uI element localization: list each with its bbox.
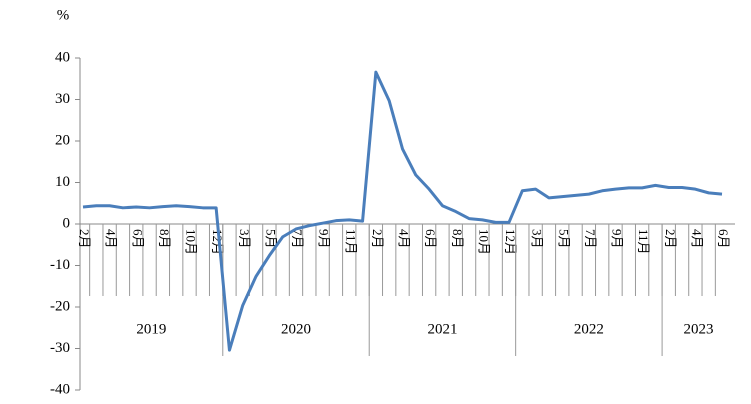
y-tick-label: 20 — [55, 132, 70, 148]
y-tick-label: 30 — [55, 91, 70, 107]
x-tick-label: 12月 — [503, 229, 518, 255]
group-label: 2023 — [684, 321, 714, 337]
y-tick-label: 10 — [55, 174, 70, 190]
x-tick-label: 8月 — [157, 229, 172, 249]
x-tick-label: 7月 — [290, 229, 305, 249]
x-tick-label: 6月 — [716, 229, 731, 249]
y-axis-label: % — [57, 7, 70, 23]
x-tick-label: 9月 — [317, 229, 332, 249]
x-tick-label: 8月 — [450, 229, 465, 249]
x-tick-label: 5月 — [556, 229, 571, 249]
group-label: 2019 — [136, 321, 166, 337]
x-tick-label: 3月 — [530, 229, 545, 249]
x-tick-label: 9月 — [610, 229, 625, 249]
x-tick-label: 7月 — [583, 229, 598, 249]
y-tick-label: 40 — [55, 49, 70, 65]
x-tick-label: 2月 — [370, 229, 385, 249]
x-tick-label: 6月 — [423, 229, 438, 249]
x-tick-label: 3月 — [237, 229, 252, 249]
y-tick-label: -10 — [50, 257, 70, 273]
line — [82, 70, 723, 352]
x-tick-label: 11月 — [636, 229, 651, 255]
y-tick-label: 0 — [63, 215, 71, 231]
x-tick-label: 2月 — [663, 229, 678, 249]
group-label: 2021 — [427, 321, 457, 337]
group-label: 2022 — [574, 321, 604, 337]
x-tick-label: 10月 — [476, 229, 491, 255]
x-tick-label: 4月 — [397, 229, 412, 249]
group-label: 2020 — [281, 321, 311, 337]
x-tick-label: 4月 — [689, 229, 704, 249]
y-tick-label: -20 — [50, 298, 70, 314]
x-tick-label: 5月 — [263, 229, 278, 249]
x-tick-label: 10月 — [184, 229, 199, 255]
x-tick-label: 4月 — [104, 229, 119, 249]
x-tick-label: 11月 — [343, 229, 358, 255]
x-tick-label: 2月 — [77, 229, 92, 249]
y-tick-label: -40 — [50, 381, 70, 397]
y-tick-label: -30 — [50, 340, 70, 356]
x-tick-label: 6月 — [130, 229, 145, 249]
